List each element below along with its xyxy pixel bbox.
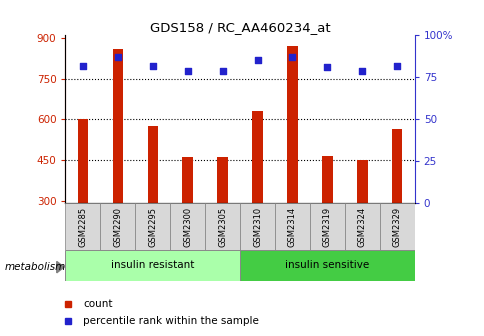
- Text: GSM2305: GSM2305: [218, 207, 227, 247]
- Text: GSM2290: GSM2290: [113, 207, 122, 247]
- Bar: [147, 126, 158, 203]
- Point: [253, 58, 261, 63]
- Bar: [391, 129, 402, 203]
- Bar: [344, 203, 379, 250]
- Bar: [321, 156, 332, 203]
- Point: [218, 68, 226, 73]
- Point: [79, 63, 87, 68]
- Text: count: count: [83, 299, 113, 309]
- Bar: [100, 203, 135, 250]
- Bar: [65, 203, 100, 250]
- Bar: [65, 250, 240, 281]
- Text: GSM2319: GSM2319: [322, 207, 331, 247]
- Bar: [77, 119, 88, 203]
- Text: GSM2324: GSM2324: [357, 207, 366, 247]
- Bar: [252, 111, 262, 203]
- Polygon shape: [57, 261, 64, 273]
- Text: GSM2295: GSM2295: [148, 207, 157, 247]
- Point: [114, 54, 121, 60]
- Bar: [379, 203, 414, 250]
- Text: percentile rank within the sample: percentile rank within the sample: [83, 316, 259, 326]
- Bar: [170, 203, 205, 250]
- Text: metabolism: metabolism: [5, 262, 66, 272]
- Bar: [274, 203, 309, 250]
- Text: GSM2310: GSM2310: [253, 207, 261, 247]
- Point: [149, 63, 156, 68]
- Title: GDS158 / RC_AA460234_at: GDS158 / RC_AA460234_at: [150, 21, 330, 34]
- Bar: [135, 203, 170, 250]
- Text: GSM2300: GSM2300: [183, 207, 192, 247]
- Point: [323, 65, 331, 70]
- Bar: [205, 203, 240, 250]
- Point: [393, 63, 400, 68]
- Bar: [356, 160, 367, 203]
- Text: GSM2285: GSM2285: [78, 207, 87, 247]
- Bar: [240, 250, 414, 281]
- Text: insulin sensitive: insulin sensitive: [285, 260, 369, 270]
- Bar: [287, 46, 297, 203]
- Point: [183, 68, 191, 73]
- Text: GSM2329: GSM2329: [392, 207, 401, 247]
- Bar: [182, 157, 193, 203]
- Text: GSM2314: GSM2314: [287, 207, 296, 247]
- Bar: [309, 203, 344, 250]
- Bar: [112, 49, 123, 203]
- Point: [288, 54, 296, 60]
- Text: insulin resistant: insulin resistant: [111, 260, 194, 270]
- Point: [358, 68, 365, 73]
- Bar: [240, 203, 274, 250]
- Bar: [217, 157, 227, 203]
